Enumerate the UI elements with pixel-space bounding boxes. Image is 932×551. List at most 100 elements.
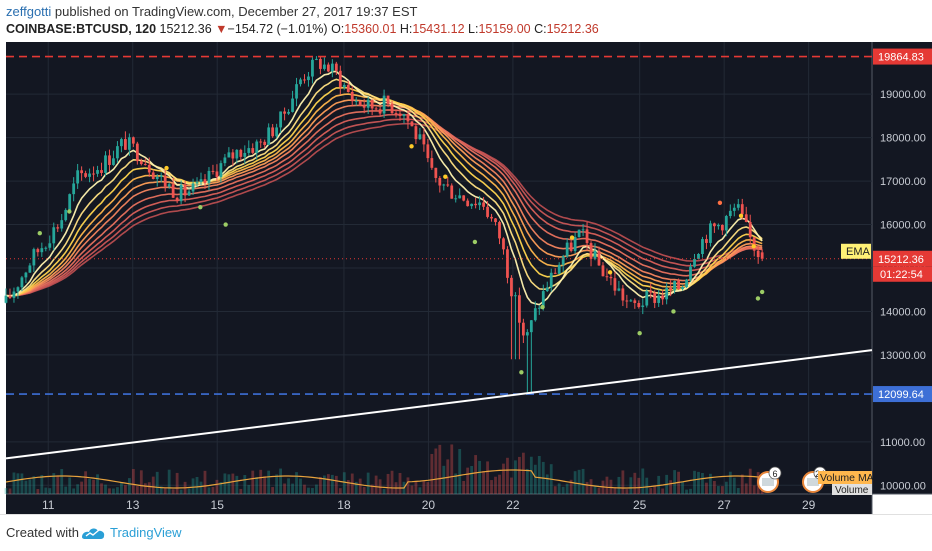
volume-bar — [418, 487, 422, 494]
candle-body — [625, 300, 629, 302]
candle — [334, 61, 338, 76]
candle — [28, 263, 32, 273]
low-value: 15159.00 — [478, 22, 531, 36]
volume-bar — [175, 472, 179, 494]
published-text: published on TradingView.com, December 2… — [54, 4, 418, 19]
candle — [175, 196, 179, 204]
candle — [756, 245, 760, 264]
candle-body — [287, 111, 290, 114]
volume-bar — [370, 484, 374, 494]
candle — [275, 123, 279, 139]
candle — [605, 268, 609, 281]
candle — [251, 143, 255, 155]
candle — [92, 166, 95, 182]
candle — [299, 77, 302, 87]
volume-bar — [661, 488, 665, 494]
candle-body — [374, 108, 378, 110]
volume-bar — [525, 468, 529, 494]
volume-bar — [498, 474, 501, 494]
candle-body — [219, 163, 223, 178]
candle-body — [40, 248, 44, 253]
candle-body — [486, 206, 489, 217]
candle — [506, 246, 509, 284]
volume-bar — [20, 473, 24, 494]
volume-bar — [4, 488, 8, 494]
candle-body — [48, 243, 52, 248]
candle-body — [315, 58, 318, 60]
volume-bar — [521, 452, 525, 494]
candle — [565, 238, 569, 258]
price-level-tag — [873, 48, 932, 65]
volume-bar — [697, 471, 700, 494]
volume-ma-label: Volume MA — [820, 472, 874, 484]
volume-bar — [693, 470, 696, 494]
candle — [36, 247, 40, 257]
candle-body — [525, 332, 529, 336]
tradingview-logo-icon[interactable] — [80, 524, 106, 542]
volume-bar — [123, 485, 127, 494]
candle-body — [322, 64, 326, 69]
countdown-label: 01:22:54 — [880, 269, 923, 281]
volume-bar — [135, 486, 139, 494]
author-link[interactable]: zeffgotti — [6, 4, 52, 19]
candle-body — [665, 288, 669, 300]
candle — [402, 113, 406, 124]
candle-body — [4, 295, 8, 303]
price-chart[interactable]: 10000.0011000.0013000.0014000.0015000.00… — [0, 42, 932, 514]
volume-bar — [338, 488, 342, 494]
candle — [72, 177, 76, 202]
close-value: 15212.36 — [546, 22, 599, 36]
volume-tag — [832, 484, 872, 495]
candle — [143, 158, 147, 166]
candle-body — [649, 290, 653, 293]
volume-bar — [613, 486, 617, 494]
candle — [390, 100, 394, 116]
volume-bar — [589, 479, 593, 494]
candle-body — [171, 184, 175, 198]
volume-bar — [740, 474, 744, 494]
candle — [124, 131, 127, 151]
symbol-line: COINBASE:BTCUSD, 120 15212.36 ▼−154.72 (… — [6, 22, 599, 36]
candle-body — [183, 184, 187, 196]
volume-bar — [581, 468, 585, 494]
volume-bar — [653, 485, 657, 494]
candle — [112, 150, 115, 166]
candle-body — [697, 253, 700, 259]
tradingview-brand-link[interactable]: TradingView — [110, 525, 182, 540]
volume-bar — [577, 469, 581, 494]
volume-bar — [199, 481, 203, 494]
candle-body — [529, 320, 533, 333]
candle — [183, 180, 187, 203]
badge-count-bubble — [768, 466, 782, 480]
candle — [709, 220, 712, 247]
candle — [521, 318, 525, 344]
candle-body — [577, 229, 581, 238]
event-badge[interactable]: 6 — [757, 466, 782, 493]
volume-bar — [709, 473, 712, 494]
candle — [641, 298, 645, 315]
candle-body — [402, 114, 406, 117]
candle — [64, 208, 68, 222]
volume-bar — [557, 483, 561, 494]
candle — [211, 164, 215, 175]
volume-bar — [56, 476, 60, 494]
candle — [24, 271, 28, 284]
candle — [386, 95, 390, 108]
time-axis[interactable] — [6, 494, 872, 514]
candle-body — [68, 194, 72, 210]
candle-body — [92, 173, 95, 175]
volume-bar — [597, 487, 601, 494]
candle-body — [482, 202, 485, 207]
candle-body — [155, 176, 159, 179]
symbol-name[interactable]: COINBASE:BTCUSD, 120 — [6, 22, 157, 36]
candle-body — [705, 239, 708, 243]
candle — [398, 109, 402, 121]
volume-pane — [4, 444, 764, 494]
time-tick-label: 15 — [211, 498, 225, 512]
candle — [227, 147, 231, 158]
volume-bar — [259, 469, 263, 494]
candle — [40, 242, 44, 257]
candle — [147, 157, 151, 177]
volume-bar — [207, 487, 211, 494]
candle-body — [44, 247, 48, 249]
